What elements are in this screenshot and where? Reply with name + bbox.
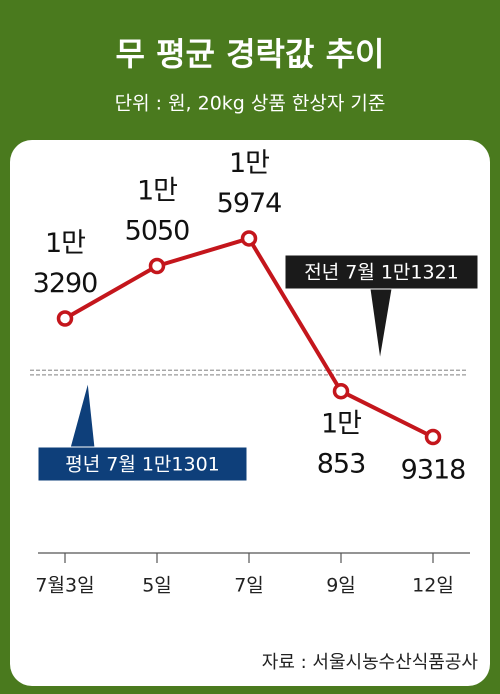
point — [424, 428, 442, 446]
chart-title: 무 평균 경락값 추이 — [116, 35, 385, 73]
value-label: 853 — [317, 449, 366, 480]
x-tick-label: 7월3일 — [35, 575, 94, 597]
x-tick-label: 12일 — [412, 575, 454, 597]
point — [56, 310, 74, 327]
x-tick-label: 5일 — [142, 575, 172, 597]
x-tick-label: 9일 — [326, 575, 356, 597]
value-label: 5974 — [217, 188, 282, 219]
callout-box — [284, 254, 479, 290]
source: 자료 : 서울시농수산식품공사 — [262, 652, 479, 673]
value-label: 3290 — [33, 268, 98, 299]
x-tick-label: 7일 — [234, 575, 264, 597]
point — [148, 257, 166, 275]
value-label: 1만 — [229, 148, 269, 179]
value-label: 1만 — [137, 176, 177, 207]
callout-box — [37, 446, 248, 482]
value-label: 5050 — [125, 216, 190, 247]
callout-label: 평년 7월 1만1301 — [65, 454, 220, 476]
chart-subtitle: 단위 : 원, 20kg 상품 한상자 기준 — [115, 93, 386, 115]
value-label: 1만 — [45, 228, 85, 259]
point — [332, 382, 350, 400]
point — [240, 230, 258, 247]
value-label: 9318 — [401, 455, 466, 486]
callout-label: 전년 7월 1만1321 — [304, 262, 459, 284]
value-label: 1만 — [321, 409, 361, 440]
